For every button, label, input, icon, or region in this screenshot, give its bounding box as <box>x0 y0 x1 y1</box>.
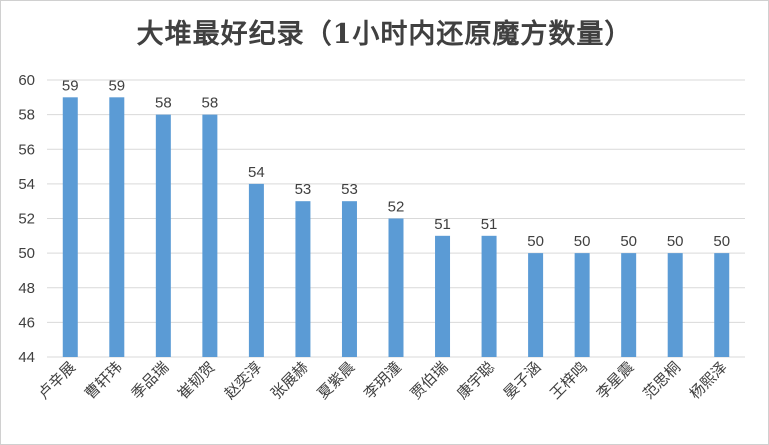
data-label: 50 <box>574 233 591 250</box>
x-tick-label: 范思桐 <box>639 358 684 403</box>
bar <box>574 253 590 357</box>
bar <box>155 114 171 357</box>
bar <box>714 253 730 357</box>
y-tick-label: 54 <box>18 176 35 193</box>
bar <box>481 235 497 357</box>
x-tick-label: 崔韧贺 <box>174 358 219 403</box>
data-label: 50 <box>713 233 730 250</box>
y-tick-label: 60 <box>18 72 35 89</box>
data-label: 50 <box>620 233 637 250</box>
data-label: 51 <box>481 216 498 233</box>
x-tick-label: 张展赫 <box>267 358 312 403</box>
data-label: 53 <box>295 181 312 198</box>
y-tick-label: 56 <box>18 141 35 158</box>
y-tick-label: 44 <box>18 349 35 366</box>
data-label: 52 <box>388 199 405 216</box>
y-tick-label: 46 <box>18 314 35 331</box>
y-tick-label: 52 <box>18 211 35 228</box>
x-tick-label: 夏紫晨 <box>314 358 359 403</box>
bar <box>435 235 451 357</box>
chart-title: 大堆最好纪录（1小时内还原魔方数量） <box>136 19 633 50</box>
data-label: 59 <box>62 77 79 94</box>
data-label: 50 <box>667 233 684 250</box>
data-label: 59 <box>108 77 125 94</box>
bar <box>248 183 264 357</box>
data-label: 51 <box>434 216 451 233</box>
x-tick-label: 卢辛展 <box>35 358 80 403</box>
x-tick-label: 李玥潼 <box>360 358 405 403</box>
y-tick-label: 48 <box>18 280 35 297</box>
bar <box>109 97 125 357</box>
bar <box>621 253 637 357</box>
x-tick-label: 贾伯瑞 <box>407 358 452 403</box>
x-tick-label: 季品瑞 <box>128 358 173 403</box>
data-label: 58 <box>202 95 219 112</box>
data-label: 50 <box>527 233 544 250</box>
x-tick-label: 李星震 <box>593 358 638 403</box>
x-tick-label: 康宇聪 <box>453 358 498 403</box>
bar <box>667 253 683 357</box>
bar <box>295 201 311 357</box>
bar <box>62 97 78 357</box>
x-tick-label: 赵奕淳 <box>221 358 266 403</box>
data-label: 54 <box>248 164 265 181</box>
bar <box>388 218 404 357</box>
x-tick-label: 晏子涵 <box>500 358 545 403</box>
bar <box>528 253 544 357</box>
x-tick-label: 王梓鸣 <box>546 358 591 403</box>
data-label: 58 <box>155 95 172 112</box>
data-label: 53 <box>341 181 358 198</box>
y-tick-label: 50 <box>18 245 35 262</box>
y-tick-label: 58 <box>18 107 35 124</box>
bar <box>341 201 357 357</box>
bar <box>202 114 218 357</box>
x-tick-label: 曹轩玮 <box>81 358 126 403</box>
x-tick-label: 杨熙泽 <box>686 358 731 403</box>
